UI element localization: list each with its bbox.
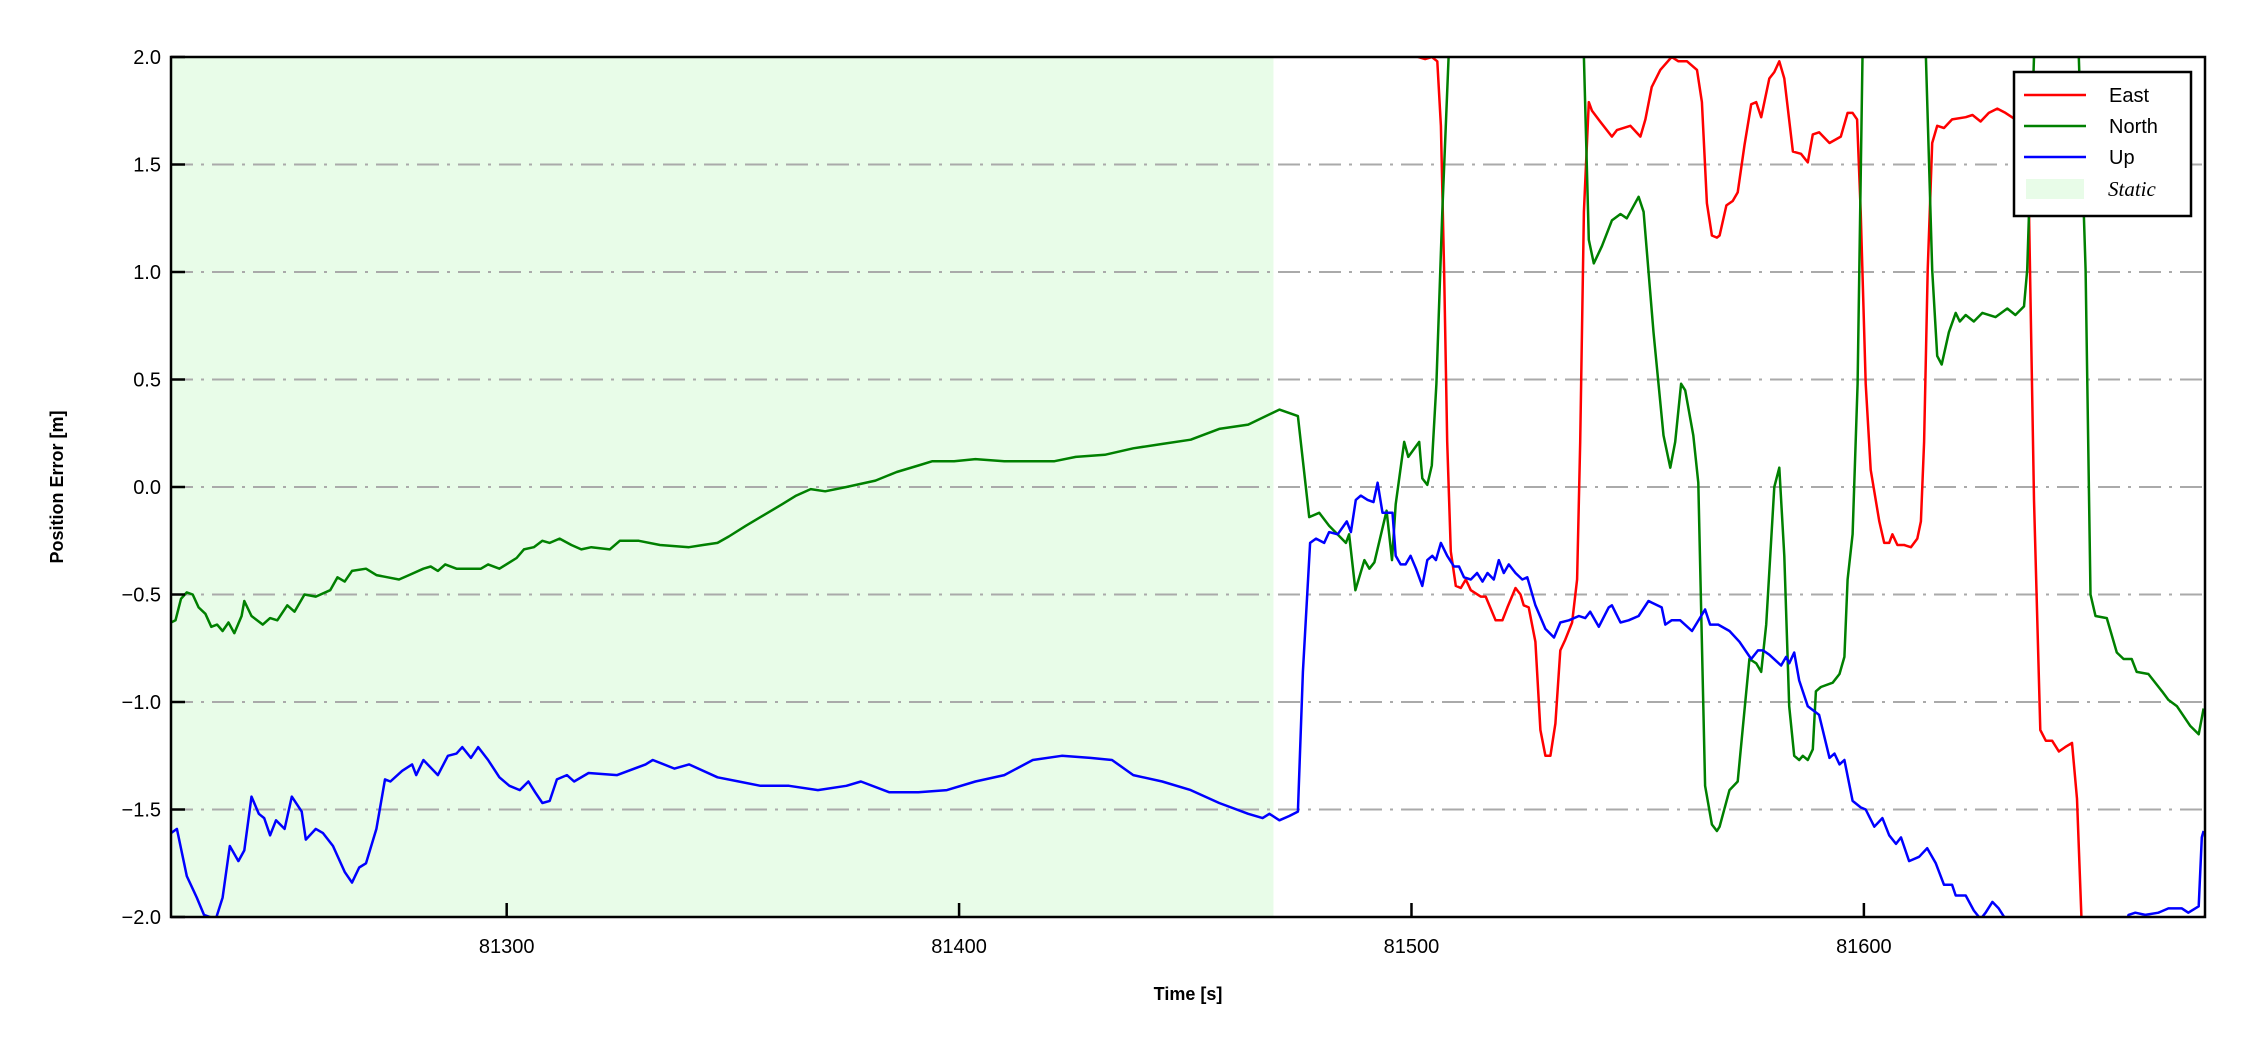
y-tick-label: −2.0 (122, 907, 161, 929)
y-axis-label: Position Error [m] (47, 410, 67, 563)
y-tick-label: 0.0 (133, 477, 161, 499)
x-tick-label: 81300 (479, 936, 535, 958)
y-tick-label: 2.0 (133, 47, 161, 69)
legend-label-east: East (2109, 85, 2149, 107)
y-tick-label: 1.5 (133, 155, 161, 177)
series-line-up (171, 481, 2205, 917)
y-tick-label: −1.5 (122, 800, 161, 822)
x-tick-label: 81500 (1384, 936, 1440, 958)
legend-patch-static (2026, 179, 2084, 199)
series-line-east (1417, 57, 2205, 917)
y-tick-label: 1.0 (133, 262, 161, 284)
y-tick-label: −0.5 (122, 585, 161, 607)
legend-label-up: Up (2109, 147, 2135, 169)
legend-label-north: North (2109, 116, 2158, 138)
x-tick-label: 81400 (931, 936, 987, 958)
y-tick-label: 0.5 (133, 370, 161, 392)
legend-label-static: Static (2108, 177, 2157, 201)
legend: East North Up Static (2012, 70, 2193, 218)
y-tick-label: −1.0 (122, 692, 161, 714)
x-tick-label: 81600 (1836, 936, 1892, 958)
x-axis-label: Time [s] (1154, 984, 1223, 1004)
series-line-north (171, 57, 2205, 833)
